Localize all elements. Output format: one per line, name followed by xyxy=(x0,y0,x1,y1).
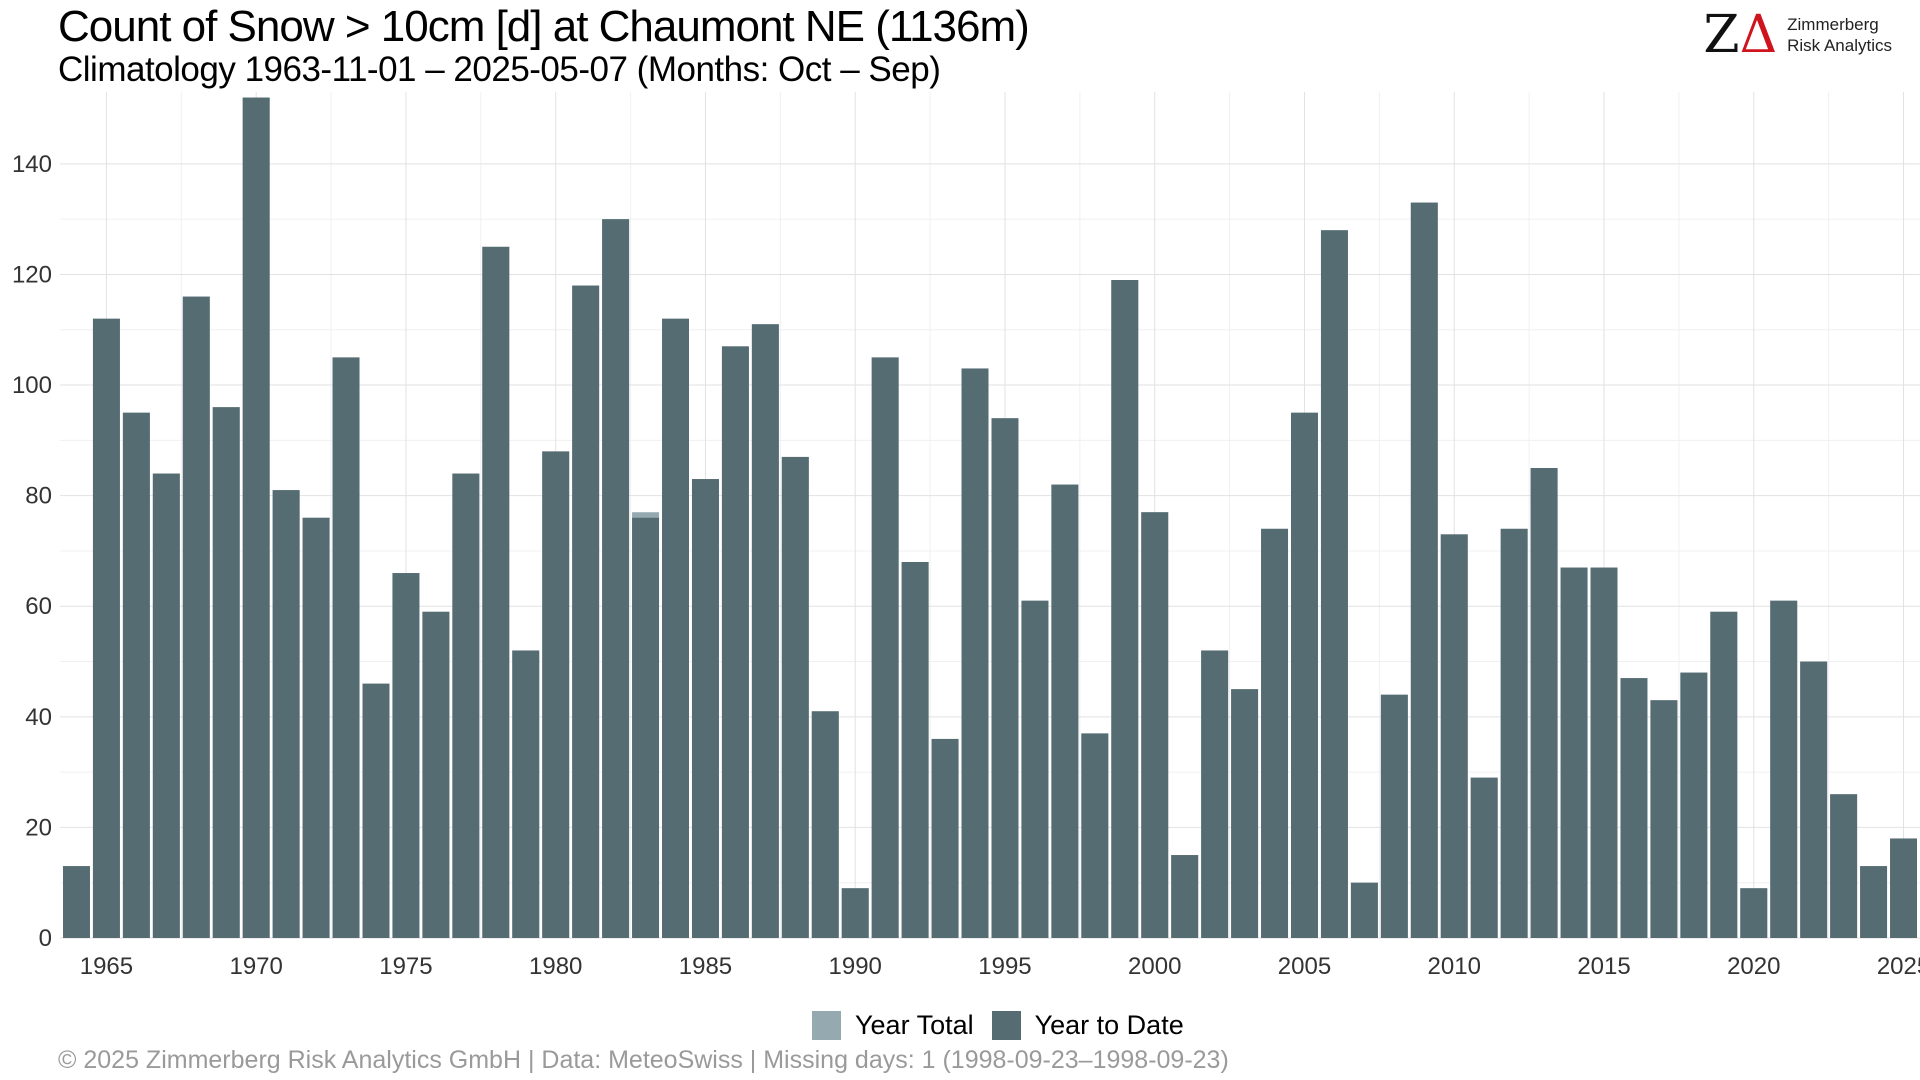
bar-year-to-date xyxy=(392,573,420,938)
bar-year-to-date xyxy=(1740,888,1768,938)
x-tick-label: 1990 xyxy=(829,953,882,980)
bar-year-to-date xyxy=(182,296,210,938)
x-tick-label: 2010 xyxy=(1428,953,1481,980)
x-tick-label: 1985 xyxy=(679,953,732,980)
bar-year-to-date xyxy=(991,418,1019,938)
bar-year-to-date xyxy=(1680,672,1708,938)
y-tick-label: 140 xyxy=(12,151,52,178)
x-tick-label: 2020 xyxy=(1727,953,1780,980)
bar-year-to-date xyxy=(92,318,120,938)
legend-swatch-year-total xyxy=(812,1011,841,1040)
x-tick-label: 1975 xyxy=(379,953,432,980)
bar-year-to-date xyxy=(841,888,869,938)
bar-year-to-date xyxy=(512,650,540,938)
x-tick-label: 2005 xyxy=(1278,953,1331,980)
footer-caption: © 2025 Zimmerberg Risk Analytics GmbH | … xyxy=(58,1046,1229,1074)
bar-year-to-date xyxy=(542,451,570,938)
bar-year-to-date xyxy=(1021,600,1049,938)
bar-year-to-date xyxy=(632,517,660,938)
bar-year-to-date xyxy=(482,246,510,938)
y-tick-label: 40 xyxy=(25,704,52,731)
bar-year-to-date xyxy=(1380,694,1408,938)
bar-year-to-date xyxy=(212,407,240,938)
bar-year-to-date xyxy=(422,611,450,938)
legend-swatch-year-to-date xyxy=(991,1011,1021,1040)
chart-subtitle: Climatology 1963-11-01 – 2025-05-07 (Mon… xyxy=(58,50,941,89)
bar-year-to-date xyxy=(1410,202,1438,938)
bar-year-to-date xyxy=(332,357,360,939)
bar-year-to-date xyxy=(1291,412,1318,938)
bar-year-to-date xyxy=(781,456,809,938)
bar-year-to-date xyxy=(242,97,270,938)
bar-year-to-date xyxy=(901,562,929,938)
bar-year-to-date xyxy=(1111,280,1139,938)
bar-year-to-date xyxy=(1710,611,1738,938)
bar-year-to-date xyxy=(1500,528,1528,938)
bar-year-to-date xyxy=(1800,661,1828,938)
bar-year-to-date xyxy=(602,219,630,939)
bar-year-to-date xyxy=(1560,567,1588,938)
bar-year-to-date xyxy=(1320,230,1348,938)
bar-year-to-date xyxy=(1770,600,1798,938)
bar-year-to-date xyxy=(1081,733,1109,938)
bar-year-to-date xyxy=(1860,866,1888,938)
logo-line-2: Risk Analytics xyxy=(1787,36,1892,55)
legend-item-year-total: Year Total xyxy=(812,1010,974,1041)
legend: Year Total Year to Date xyxy=(812,1010,1202,1041)
bar-year-to-date xyxy=(961,368,989,938)
bar-year-to-date xyxy=(1650,700,1678,938)
bar-chart: 0 20 40 60 80 100 120 140 1965 1970 1975 1980 1985 19… xyxy=(12,92,1920,980)
logo-line-1: Zimmerberg xyxy=(1787,15,1879,34)
logo-text: Zimmerberg Risk Analytics xyxy=(1787,14,1892,56)
y-tick-label: 0 xyxy=(39,925,52,952)
x-tick-label: 1980 xyxy=(529,953,582,980)
bar-year-to-date xyxy=(1231,689,1259,938)
x-tick-label: 2015 xyxy=(1577,953,1630,980)
bar-year-to-date xyxy=(1141,512,1169,938)
bar-year-to-date xyxy=(1530,468,1558,938)
bar-year-to-date xyxy=(362,683,390,938)
bar-year-to-date xyxy=(1261,528,1289,938)
y-tick-label: 20 xyxy=(25,814,52,841)
x-tick-label: 1965 xyxy=(80,953,133,980)
bar-year-to-date xyxy=(122,412,150,938)
bar-year-to-date xyxy=(62,866,90,938)
bar-year-to-date xyxy=(751,324,779,938)
y-tick-label: 120 xyxy=(12,261,52,288)
bar-year-to-date xyxy=(1590,567,1618,938)
bar-year-to-date xyxy=(662,318,689,938)
bar-year-to-date xyxy=(721,346,749,939)
bar-year-to-date xyxy=(811,711,839,938)
x-tick-label: 1970 xyxy=(229,953,282,980)
legend-label-year-total: Year Total xyxy=(855,1010,974,1040)
bar-year-to-date xyxy=(1171,855,1199,938)
x-tick-label: 1995 xyxy=(978,953,1031,980)
legend-item-year-to-date: Year to Date xyxy=(991,1010,1184,1041)
bar-year-to-date xyxy=(152,473,180,938)
bar-year-to-date xyxy=(452,473,480,938)
y-tick-label: 80 xyxy=(25,483,52,510)
x-tick-label: 2000 xyxy=(1128,953,1181,980)
bar-year-to-date xyxy=(1350,882,1378,938)
bar-year-to-date xyxy=(1470,777,1498,938)
bar-year-to-date xyxy=(1890,838,1918,938)
bar-year-to-date xyxy=(1440,534,1468,938)
bar-year-to-date xyxy=(871,357,899,939)
bar-year-to-date xyxy=(691,479,719,938)
bar-year-to-date xyxy=(1051,484,1079,938)
bar-year-to-date xyxy=(1201,650,1229,938)
x-tick-label: 2025 xyxy=(1877,953,1920,980)
bar-year-to-date xyxy=(302,517,330,938)
bar-year-to-date xyxy=(1620,678,1648,938)
bar-year-to-date xyxy=(1830,794,1858,938)
chart-title: Count of Snow > 10cm [d] at Chaumont NE … xyxy=(58,2,1030,51)
bar-year-to-date xyxy=(272,490,300,938)
legend-label-year-to-date: Year to Date xyxy=(1034,1010,1184,1040)
y-tick-label: 100 xyxy=(12,372,52,399)
bar-year-to-date xyxy=(931,738,959,938)
bar-year-to-date xyxy=(572,285,600,938)
y-tick-label: 60 xyxy=(25,593,52,620)
